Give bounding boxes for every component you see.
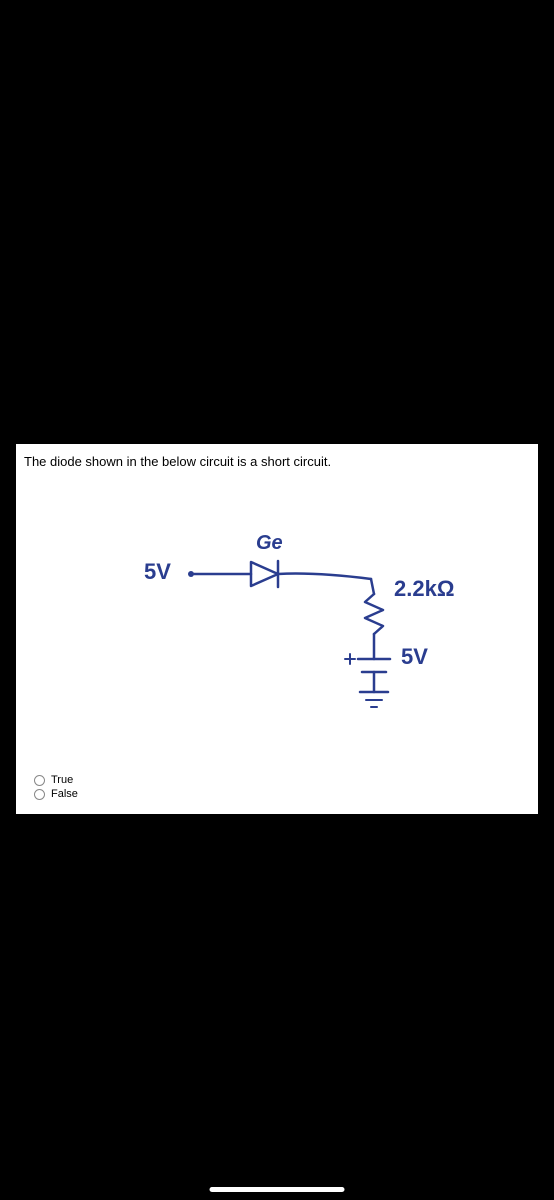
option-true[interactable]: True bbox=[34, 774, 78, 786]
option-false-label: False bbox=[51, 788, 78, 800]
radio-icon bbox=[34, 775, 45, 786]
question-panel: The diode shown in the below circuit is … bbox=[16, 444, 538, 814]
label-source-right: 5V bbox=[401, 644, 428, 670]
circuit-diagram: 5V Ge 2.2kΩ 5V bbox=[16, 494, 538, 734]
option-false[interactable]: False bbox=[34, 788, 78, 800]
answer-options: True False bbox=[34, 774, 78, 802]
label-source-left: 5V bbox=[144, 559, 171, 585]
radio-icon bbox=[34, 789, 45, 800]
label-diode-type: Ge bbox=[256, 532, 283, 555]
home-indicator bbox=[210, 1187, 345, 1192]
question-text: The diode shown in the below circuit is … bbox=[16, 444, 538, 469]
label-resistor: 2.2kΩ bbox=[394, 576, 454, 602]
option-true-label: True bbox=[51, 774, 73, 786]
